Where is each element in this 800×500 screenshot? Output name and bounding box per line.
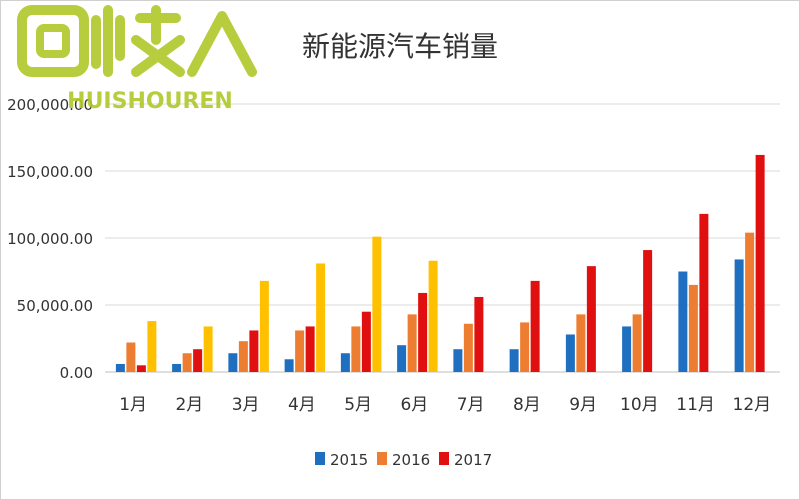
bar — [530, 280, 540, 372]
bar — [305, 326, 315, 372]
bar — [172, 363, 182, 372]
legend: 2015 2016 2017 — [315, 451, 492, 469]
bar — [284, 359, 294, 372]
bar — [622, 326, 632, 372]
bar — [259, 280, 269, 372]
bar — [182, 353, 192, 372]
bar — [632, 314, 642, 372]
bar — [453, 349, 463, 372]
bar — [509, 349, 519, 372]
legend-swatch — [315, 452, 325, 465]
y-tick-label: 200,000.00 — [7, 96, 93, 114]
bar — [351, 326, 361, 372]
bar — [136, 365, 146, 372]
y-tick-label: 50,000.00 — [17, 297, 93, 315]
legend-label: 2016 — [392, 451, 430, 469]
x-tick-label: 10月 — [620, 395, 659, 415]
bar — [115, 363, 125, 372]
legend-label: 2017 — [454, 451, 492, 469]
x-tick-label: 4月 — [288, 395, 316, 415]
bar — [418, 292, 428, 372]
bar — [316, 263, 326, 372]
bar — [295, 330, 305, 372]
bar — [565, 334, 575, 372]
bar — [755, 154, 765, 372]
bar — [361, 311, 371, 372]
x-tick-label: 2月 — [175, 395, 203, 415]
gridlines — [105, 103, 780, 373]
x-tick-label: 6月 — [400, 395, 428, 415]
bar — [407, 314, 417, 372]
bar — [203, 326, 213, 372]
bar — [734, 259, 744, 372]
x-tick-label: 1月 — [119, 395, 147, 415]
bar — [678, 271, 688, 372]
bar — [463, 323, 473, 372]
bar — [520, 322, 530, 372]
bar — [249, 330, 259, 372]
y-axis: 0.00 50,000.00 100,000.00 150,000.00 200,000… — [7, 96, 93, 382]
x-axis: 1月 2月 3月 4月 5月 6月 7月 8月 9月 10月 11月 12月 — [119, 395, 771, 415]
bars — [115, 154, 765, 372]
bar — [193, 349, 203, 372]
bar — [147, 321, 157, 372]
legend-label: 2015 — [330, 451, 368, 469]
legend-swatch — [377, 452, 387, 465]
chart-title: 新能源汽车销量 — [302, 30, 498, 63]
y-tick-label: 150,000.00 — [7, 163, 93, 181]
bar — [228, 353, 238, 372]
legend-swatch — [439, 452, 449, 465]
bar — [474, 296, 484, 372]
x-tick-label: 9月 — [569, 395, 597, 415]
bar — [238, 341, 248, 372]
bar — [428, 260, 438, 372]
x-tick-label: 5月 — [344, 395, 372, 415]
bar — [643, 250, 653, 372]
bar — [372, 236, 382, 372]
x-tick-label: 3月 — [232, 395, 260, 415]
x-tick-label: 7月 — [457, 395, 485, 415]
y-tick-label: 0.00 — [60, 364, 93, 382]
y-tick-label: 100,000.00 — [7, 230, 93, 248]
x-tick-label: 12月 — [733, 395, 772, 415]
x-tick-label: 8月 — [513, 395, 541, 415]
bar — [397, 345, 407, 372]
bar — [688, 284, 698, 372]
bar — [586, 266, 596, 372]
bar — [699, 213, 709, 372]
x-tick-label: 11月 — [676, 395, 715, 415]
bar — [126, 342, 136, 372]
bar — [576, 314, 586, 372]
bar — [745, 232, 755, 372]
bar — [340, 353, 350, 372]
